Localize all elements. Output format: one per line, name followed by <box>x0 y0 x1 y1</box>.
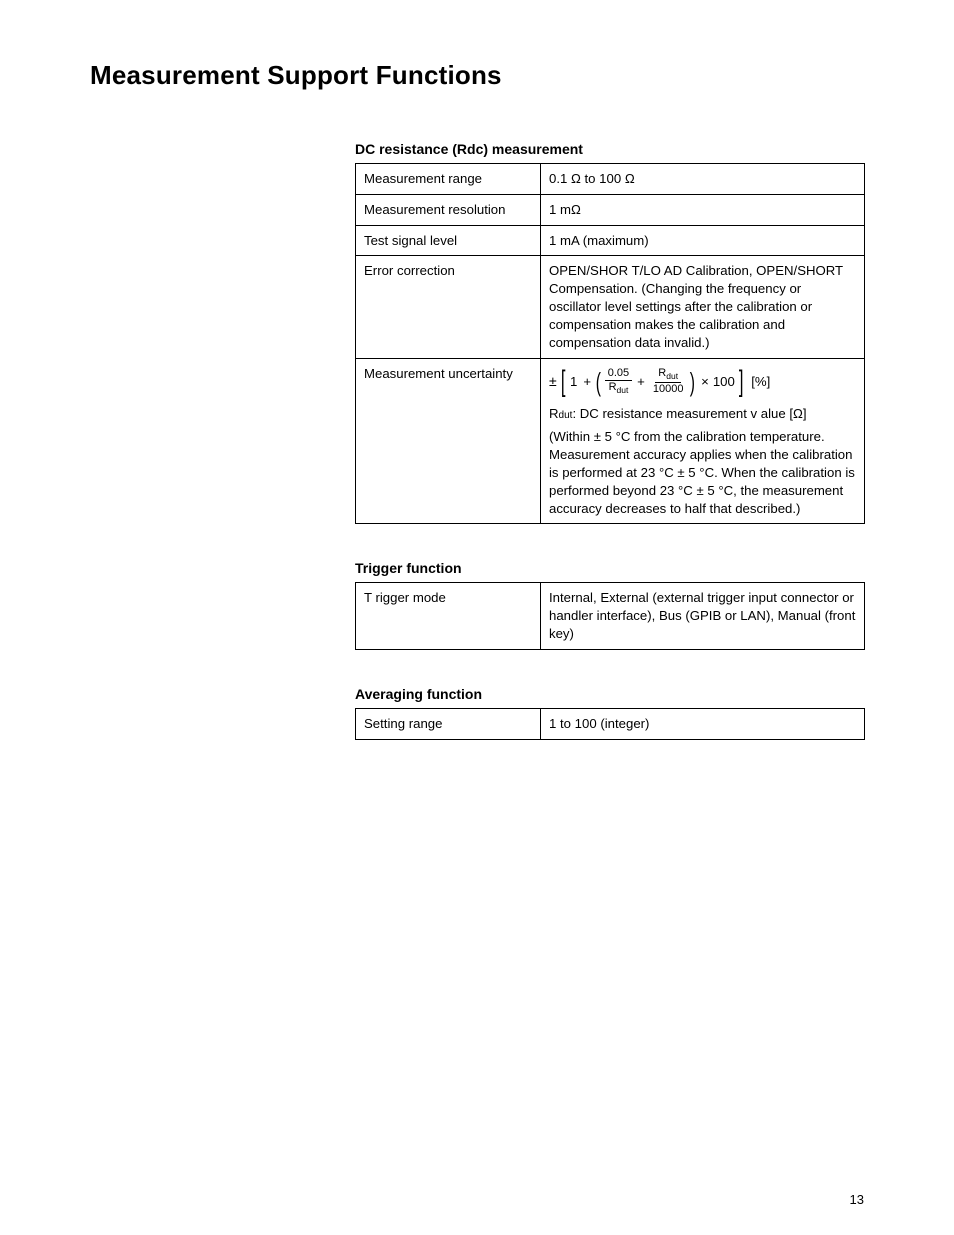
dc-resistance-table: Measurement range 0.1 Ω to 100 Ω Measure… <box>355 163 865 524</box>
table-row: Measurement range 0.1 Ω to 100 Ω <box>356 164 865 195</box>
averaging-section: Averaging function Setting range 1 to 10… <box>355 686 864 740</box>
dc-resistance-heading: DC resistance (Rdc) measurement <box>355 141 864 157</box>
averaging-range-value: 1 to 100 (integer) <box>541 708 865 739</box>
table-row: Error correction OPEN/SHOR T/LO AD Calib… <box>356 256 865 358</box>
range-label: Measurement range <box>356 164 541 195</box>
range-value: 0.1 Ω to 100 Ω <box>541 164 865 195</box>
uncertainty-formula: ± [ 1 + ( 0.05 Rdut + Rdut 10000 <box>549 367 856 397</box>
formula-rparen: ) <box>690 369 695 395</box>
error-value: OPEN/SHOR T/LO AD Calibration, OPEN/SHOR… <box>541 256 865 358</box>
page-title: Measurement Support Functions <box>90 60 864 91</box>
page-number: 13 <box>850 1192 864 1207</box>
frac1-num: 0.05 <box>605 368 632 382</box>
table-row: T rigger mode Internal, External (extern… <box>356 583 865 649</box>
formula-rbracket: ] <box>739 367 744 397</box>
table-row: Measurement uncertainty ± [ 1 + ( 0.05 R… <box>356 358 865 524</box>
formula-unit: [%] <box>751 373 770 391</box>
uncertainty-text-1: Rdut: DC resistance measurement v alue [… <box>549 405 856 423</box>
averaging-heading: Averaging function <box>355 686 864 702</box>
formula-lbracket: [ <box>561 367 566 397</box>
formula-hundred: 100 <box>713 373 735 391</box>
uncertainty-value: ± [ 1 + ( 0.05 Rdut + Rdut 10000 <box>541 358 865 524</box>
uncertainty-text-2: (Within ± 5 °C from the calibration temp… <box>549 428 856 517</box>
formula-frac1: 0.05 Rdut <box>605 368 632 396</box>
averaging-range-label: Setting range <box>356 708 541 739</box>
table-row: Test signal level 1 mA (maximum) <box>356 225 865 256</box>
signal-label: Test signal level <box>356 225 541 256</box>
table-row: Measurement resolution 1 mΩ <box>356 194 865 225</box>
trigger-table: T rigger mode Internal, External (extern… <box>355 582 865 649</box>
resolution-label: Measurement resolution <box>356 194 541 225</box>
averaging-table: Setting range 1 to 100 (integer) <box>355 708 865 740</box>
formula-plusminus: ± <box>549 372 557 391</box>
formula-one: 1 <box>570 373 577 391</box>
dc-resistance-section: DC resistance (Rdc) measurement Measurem… <box>355 141 864 524</box>
frac2-num: Rdut <box>655 368 681 383</box>
error-label: Error correction <box>356 256 541 358</box>
formula-plus2: + <box>637 373 645 391</box>
trigger-heading: Trigger function <box>355 560 864 576</box>
trigger-section: Trigger function T rigger mode Internal,… <box>355 560 864 649</box>
uncertainty-label: Measurement uncertainty <box>356 358 541 524</box>
signal-value: 1 mA (maximum) <box>541 225 865 256</box>
table-row: Setting range 1 to 100 (integer) <box>356 708 865 739</box>
trigger-mode-label: T rigger mode <box>356 583 541 649</box>
formula-plus1: + <box>583 373 591 391</box>
formula-lparen: ( <box>596 369 601 395</box>
formula-frac2: Rdut 10000 <box>650 368 687 396</box>
resolution-value: 1 mΩ <box>541 194 865 225</box>
frac1-den: Rdut <box>606 381 632 395</box>
formula-times: × <box>701 373 709 391</box>
frac2-den: 10000 <box>650 383 687 396</box>
trigger-mode-value: Internal, External (external trigger inp… <box>541 583 865 649</box>
